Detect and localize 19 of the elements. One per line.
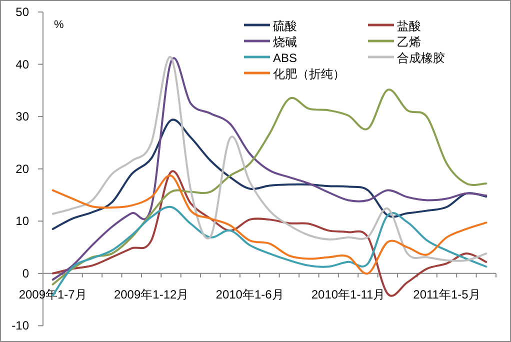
y-axis-title: % <box>54 19 64 31</box>
legend-label: 合成橡胶 <box>397 51 445 65</box>
x-tick-label: 2011年1-5月 <box>413 287 480 302</box>
legend-label: 乙烯 <box>397 35 421 49</box>
y-tick-label: 50 <box>16 5 30 19</box>
legend-label: 烧碱 <box>273 35 297 49</box>
legend-label: 硫酸 <box>273 19 297 33</box>
legend-label: 化肥（折纯） <box>273 67 345 81</box>
y-tick-label: 10 <box>16 214 30 228</box>
x-tick-label: 2009年1-12月 <box>114 287 189 302</box>
y-tick-label: -10 <box>12 318 30 333</box>
legend-label: ABS <box>273 51 298 65</box>
y-tick-label: 20 <box>16 162 30 176</box>
x-tick-label: 2010年1-11月 <box>311 287 386 302</box>
x-tick-label: 2010年1-6月 <box>216 287 284 302</box>
y-tick-label: 0 <box>22 266 30 280</box>
y-tick-label: 30 <box>16 110 30 124</box>
legend-label: 盐酸 <box>397 19 421 33</box>
y-tick-label: 40 <box>16 57 30 72</box>
